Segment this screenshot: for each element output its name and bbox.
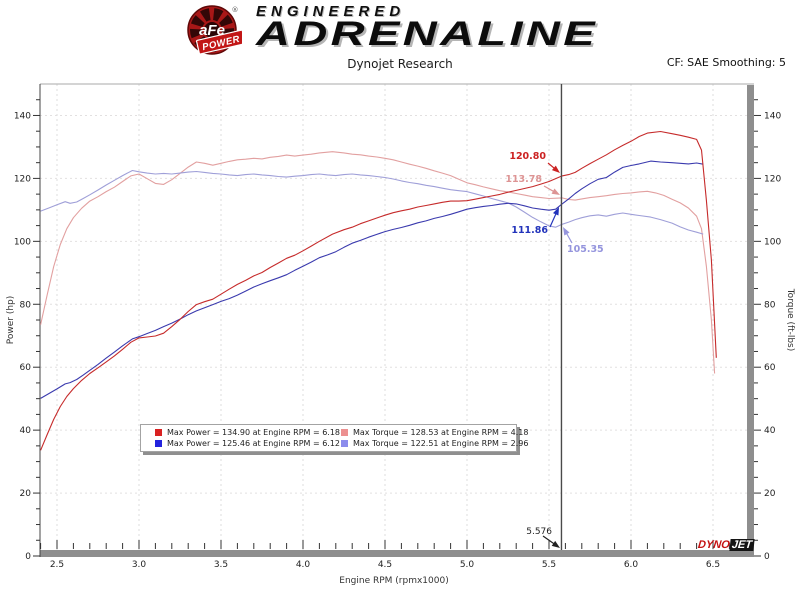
torque-blue-curve [40, 169, 704, 235]
x-axis-title: Engine RPM (rpmx1000) [339, 576, 448, 586]
y-tick-label-left: 80 [20, 300, 32, 310]
torque-red-curve [40, 151, 716, 374]
x-tick-label: 4.0 [296, 560, 311, 570]
legend-item: Max Torque = 122.51 at Engine RPM = 2.96 [341, 438, 528, 449]
y-tick-label-left: 20 [20, 489, 32, 499]
afe-power-logo: aFe ® POWER [187, 5, 242, 55]
annotation-arrowhead [551, 540, 560, 548]
afe-badge-hub [204, 22, 220, 38]
legend-swatch [341, 440, 348, 447]
annotation-arrowhead [551, 188, 560, 195]
y-tick-label-right: 20 [764, 489, 776, 499]
legend-label: Max Power = 134.90 at Engine RPM = 6.18 [167, 428, 341, 437]
correction-factor-label: CF: SAE Smoothing: 5 [666, 56, 786, 69]
y-tick-label-right: 0 [764, 552, 770, 562]
legend-swatch [155, 429, 162, 436]
registered-mark-icon: ® [232, 6, 239, 14]
y-tick-label-right: 40 [764, 426, 776, 436]
y-tick-label-left: 100 [14, 237, 31, 247]
dynojet-logo-dyno: DYNO [697, 539, 731, 551]
power-red-curve [40, 130, 717, 451]
y-tick-label-left: 140 [14, 111, 31, 121]
brand-adrenaline-text: ADRENALINE [256, 14, 598, 53]
y-tick-label-right: 120 [764, 174, 781, 184]
annotation-arrowhead [552, 207, 559, 216]
cursor-value-label: 111.86 [511, 225, 548, 236]
x-tick-label: 3.5 [214, 560, 228, 570]
y-axis-title-left: Power (hp) [6, 296, 16, 345]
y-tick-label-left: 120 [14, 174, 31, 184]
x-tick-label: 3.0 [132, 560, 147, 570]
y-tick-label-right: 60 [764, 363, 776, 373]
cursor-rpm-label: 5.576 [526, 527, 552, 537]
legend-swatch [155, 440, 162, 447]
brand-wordmark: ENGINEERED ADRENALINE [256, 3, 636, 62]
y-tick-label-right: 140 [764, 111, 781, 121]
y-tick-label-right: 100 [764, 237, 781, 247]
y-tick-label-left: 0 [25, 552, 31, 562]
y-tick-label-left: 60 [20, 363, 32, 373]
power-blue-curve [40, 160, 704, 399]
x-tick-label: 6.0 [624, 560, 639, 570]
dynojet-logo: DYNOJET [697, 539, 755, 551]
legend-label: Max Power = 125.46 at Engine RPM = 6.12 [167, 439, 341, 448]
legend-swatch [341, 429, 348, 436]
cursor-value-label: 113.78 [505, 174, 542, 185]
cursor-value-label: 120.80 [509, 151, 546, 162]
x-tick-label: 5.5 [542, 560, 556, 570]
legend-label: Max Torque = 122.51 at Engine RPM = 2.96 [353, 439, 529, 448]
legend-item: Max Torque = 128.53 at Engine RPM = 4.18 [341, 427, 528, 438]
x-tick-label: 4.5 [378, 560, 392, 570]
chart-title: Dynojet Research [347, 57, 453, 71]
x-tick-label: 2.5 [50, 560, 64, 570]
right-axis-bar [747, 85, 754, 550]
annotation-arrowhead [551, 165, 560, 173]
y-tick-label-left: 40 [20, 426, 32, 436]
x-axis-bar [40, 550, 754, 557]
x-tick-label: 6.5 [706, 560, 720, 570]
cursor-value-label: 105.35 [567, 244, 604, 255]
chart-legend: Max Power = 134.90 at Engine RPM = 6.18 M… [140, 424, 528, 452]
brand-engineered-text: ENGINEERED [256, 3, 406, 20]
legend-item: Max Power = 134.90 at Engine RPM = 6.18 [155, 427, 341, 438]
legend-item: Max Power = 125.46 at Engine RPM = 6.12 [155, 438, 341, 449]
dynojet-logo-jet: JET [729, 539, 755, 551]
x-tick-label: 5.0 [460, 560, 475, 570]
y-axis-title-right: Torque (ft-lbs) [785, 288, 795, 352]
y-tick-label-right: 80 [764, 300, 776, 310]
legend-label: Max Torque = 128.53 at Engine RPM = 4.18 [353, 428, 529, 437]
annotation-arrowhead [563, 227, 570, 236]
afe-badge-text: aFe [199, 22, 225, 39]
